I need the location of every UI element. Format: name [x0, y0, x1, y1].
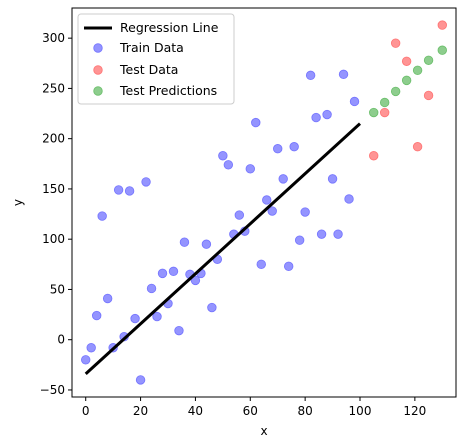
- train-data-point: [141, 177, 151, 187]
- train-data-point: [157, 268, 168, 279]
- x-tick-label: 120: [403, 404, 426, 418]
- test-predictions-point: [423, 55, 434, 65]
- y-tick-label: 50: [50, 282, 65, 296]
- train-data-point: [168, 266, 179, 277]
- train-data-point: [207, 302, 217, 313]
- train-data-point: [201, 239, 212, 249]
- legend-label: Train Data: [119, 40, 184, 55]
- y-tick-label: 0: [57, 333, 65, 347]
- train-data-point: [311, 112, 321, 123]
- test-predictions-point: [390, 86, 401, 97]
- y-tick-label: 250: [42, 81, 65, 95]
- train-data-point: [135, 375, 146, 385]
- train-data-point: [146, 283, 157, 294]
- legend-label: Test Predictions: [119, 83, 217, 98]
- train-data-point: [223, 160, 234, 170]
- legend-marker: [93, 65, 103, 75]
- train-data-point: [273, 144, 283, 154]
- train-data-point: [91, 310, 102, 321]
- train-data-point: [262, 195, 272, 205]
- test-data-point: [401, 56, 412, 66]
- train-data-point: [234, 210, 245, 220]
- train-data-point: [349, 96, 360, 107]
- train-data-point: [81, 355, 91, 365]
- train-data-point: [97, 211, 107, 221]
- x-tick-label: 0: [82, 404, 90, 418]
- x-tick-label: 60: [243, 404, 258, 418]
- train-data-point: [86, 343, 96, 353]
- test-predictions-point: [437, 45, 447, 55]
- test-predictions-point: [379, 97, 390, 108]
- x-tick-label: 40: [188, 404, 203, 418]
- train-data-point: [338, 69, 349, 80]
- legend: Regression Line Train Data Test Data Test P…: [77, 13, 235, 105]
- train-data-point: [322, 109, 332, 120]
- train-data-point: [113, 185, 124, 195]
- x-tick-label: 100: [349, 404, 372, 418]
- train-data-point: [327, 174, 338, 184]
- train-data-point: [251, 117, 261, 128]
- test-data-point: [390, 38, 401, 48]
- y-tick-label: 300: [42, 31, 65, 45]
- regression-line: [84, 122, 362, 375]
- legend-label: Regression Line: [120, 20, 219, 35]
- train-data-point: [218, 151, 228, 161]
- plot-area: [81, 20, 447, 385]
- train-data-point: [102, 293, 113, 304]
- x-axis-label: x: [260, 424, 267, 438]
- train-data-point: [245, 164, 255, 174]
- train-data-point: [124, 186, 135, 196]
- x-tick-label: 20: [133, 404, 148, 418]
- train-data-point: [130, 313, 140, 324]
- train-data-point: [300, 207, 310, 217]
- y-axis: −50 0 50 100 150 200 250 300: [40, 31, 72, 397]
- test-data-point: [379, 107, 390, 118]
- y-tick-label: −50: [40, 383, 65, 397]
- test-data-point: [437, 20, 447, 30]
- train-data-point: [333, 229, 343, 239]
- test-data-point: [423, 90, 434, 101]
- test-predictions-point: [401, 75, 412, 86]
- train-data-point: [344, 194, 354, 204]
- y-axis-label: y: [11, 199, 25, 206]
- train-data-point: [174, 325, 184, 336]
- test-data-point: [412, 142, 423, 152]
- train-data-point: [283, 261, 294, 272]
- legend-marker: [93, 43, 103, 53]
- legend-label: Test Data: [119, 62, 178, 77]
- y-tick-label: 100: [42, 232, 65, 246]
- train-data-point: [190, 275, 201, 286]
- legend-box: [77, 13, 235, 105]
- test-predictions-point: [369, 107, 379, 118]
- x-tick-label: 80: [298, 404, 313, 418]
- y-tick-label: 200: [42, 132, 65, 146]
- test-predictions-point: [412, 65, 423, 76]
- plot-frame: [71, 7, 457, 398]
- train-data-point: [316, 229, 327, 239]
- train-data-point: [294, 235, 305, 245]
- train-data-point: [289, 142, 299, 152]
- x-axis: 0 20 40 60 80 100 120: [82, 397, 426, 418]
- train-data-point: [278, 174, 288, 184]
- test-data-point: [369, 151, 379, 161]
- train-data-point: [267, 206, 277, 216]
- train-data-point: [152, 311, 162, 322]
- y-tick-label: 150: [42, 182, 65, 196]
- train-data-point: [256, 259, 266, 270]
- train-data-point: [179, 237, 190, 247]
- legend-marker: [93, 86, 103, 96]
- train-data-point: [305, 70, 316, 81]
